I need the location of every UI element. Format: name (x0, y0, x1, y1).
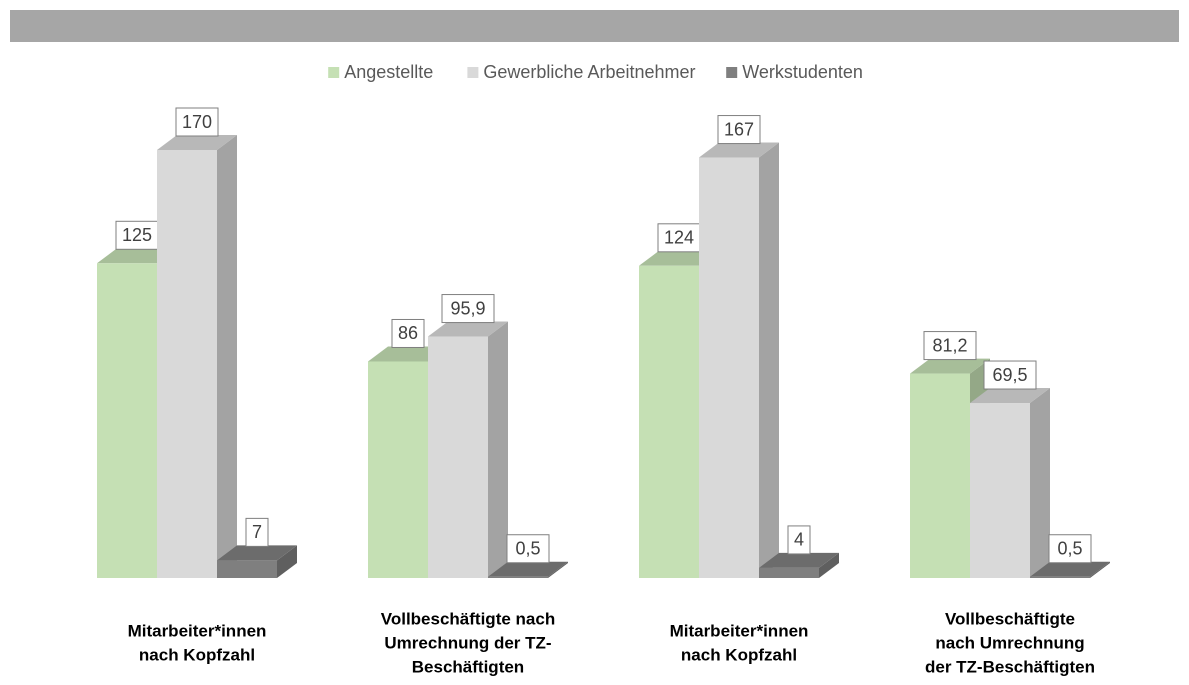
bar-top (428, 321, 508, 337)
bar-top (488, 561, 568, 577)
value-label: 4 (794, 530, 804, 550)
value-label: 124 (664, 228, 694, 248)
bar-front (368, 361, 428, 578)
value-label-box (657, 223, 701, 253)
bar (699, 142, 779, 578)
bar (1030, 561, 1110, 578)
bar (759, 552, 839, 578)
bar-front (759, 567, 819, 578)
legend-label: Werkstudenten (742, 62, 863, 82)
bar-front (217, 560, 277, 578)
category-label: der TZ-Beschäftigten (925, 657, 1095, 676)
category-label: nach Kopfzahl (681, 645, 797, 664)
category-label: nach Umrechnung (935, 633, 1084, 652)
bar-front (97, 263, 157, 578)
bar-top (759, 552, 839, 568)
bar-top (1030, 561, 1110, 577)
bar-front (910, 373, 970, 578)
value-label: 81,2 (932, 335, 967, 355)
bar-side (1030, 388, 1050, 578)
header-band (10, 10, 1179, 42)
bar-front (639, 265, 699, 578)
value-label: 86 (398, 323, 418, 343)
value-label: 69,5 (992, 365, 1027, 385)
bar-side (819, 552, 839, 578)
bar-side (217, 135, 237, 578)
value-label-box (923, 331, 977, 361)
bar-top (157, 135, 237, 150)
value-label-box (787, 525, 811, 555)
category-label: Umrechnung der TZ- (384, 633, 551, 652)
bar-side (759, 142, 779, 578)
bar-side (488, 321, 508, 578)
category-label: Vollbeschäftigte nach (381, 609, 555, 628)
bar-top (970, 388, 1050, 404)
bar-front (1030, 576, 1090, 578)
bar-front (699, 157, 759, 578)
legend-swatch (726, 67, 738, 78)
value-label-box (983, 360, 1037, 390)
value-label-box (717, 115, 761, 145)
category-label: Mitarbeiter*innen (128, 621, 267, 640)
bar (157, 135, 237, 578)
value-label-box (245, 517, 269, 547)
bar-front (157, 150, 217, 578)
bar (488, 561, 568, 578)
category-label: nach Kopfzahl (139, 645, 255, 664)
legend-label: Angestellte (344, 62, 433, 82)
value-label-box (441, 294, 495, 324)
category-label: Beschäftigten (412, 657, 524, 676)
bar (217, 545, 297, 578)
bar-top (217, 545, 297, 561)
legend-swatch (467, 67, 479, 78)
value-label-box (506, 534, 550, 564)
value-label: 170 (182, 112, 212, 132)
bar-side (1090, 561, 1110, 578)
legend-swatch (328, 67, 340, 78)
bar-front (970, 403, 1030, 578)
bar (428, 321, 508, 578)
category-label: Vollbeschäftigte (945, 609, 1075, 628)
value-label: 7 (252, 522, 262, 542)
value-label: 0,5 (515, 538, 540, 558)
value-label: 167 (724, 119, 754, 139)
value-label-box (391, 318, 425, 348)
value-label-box (1048, 534, 1092, 564)
bar (970, 388, 1050, 578)
category-label: Mitarbeiter*innen (670, 621, 809, 640)
value-label: 95,9 (450, 298, 485, 318)
value-label-box (175, 107, 219, 137)
bar-side (548, 561, 568, 578)
bar-front (488, 576, 548, 578)
legend-label: Gewerbliche Arbeitnehmer (483, 62, 695, 82)
bar-side (277, 545, 297, 578)
bar-front (428, 336, 488, 578)
value-label: 0,5 (1057, 538, 1082, 558)
bar-top (910, 358, 990, 374)
value-label: 125 (122, 225, 152, 245)
bar-top (699, 142, 779, 158)
